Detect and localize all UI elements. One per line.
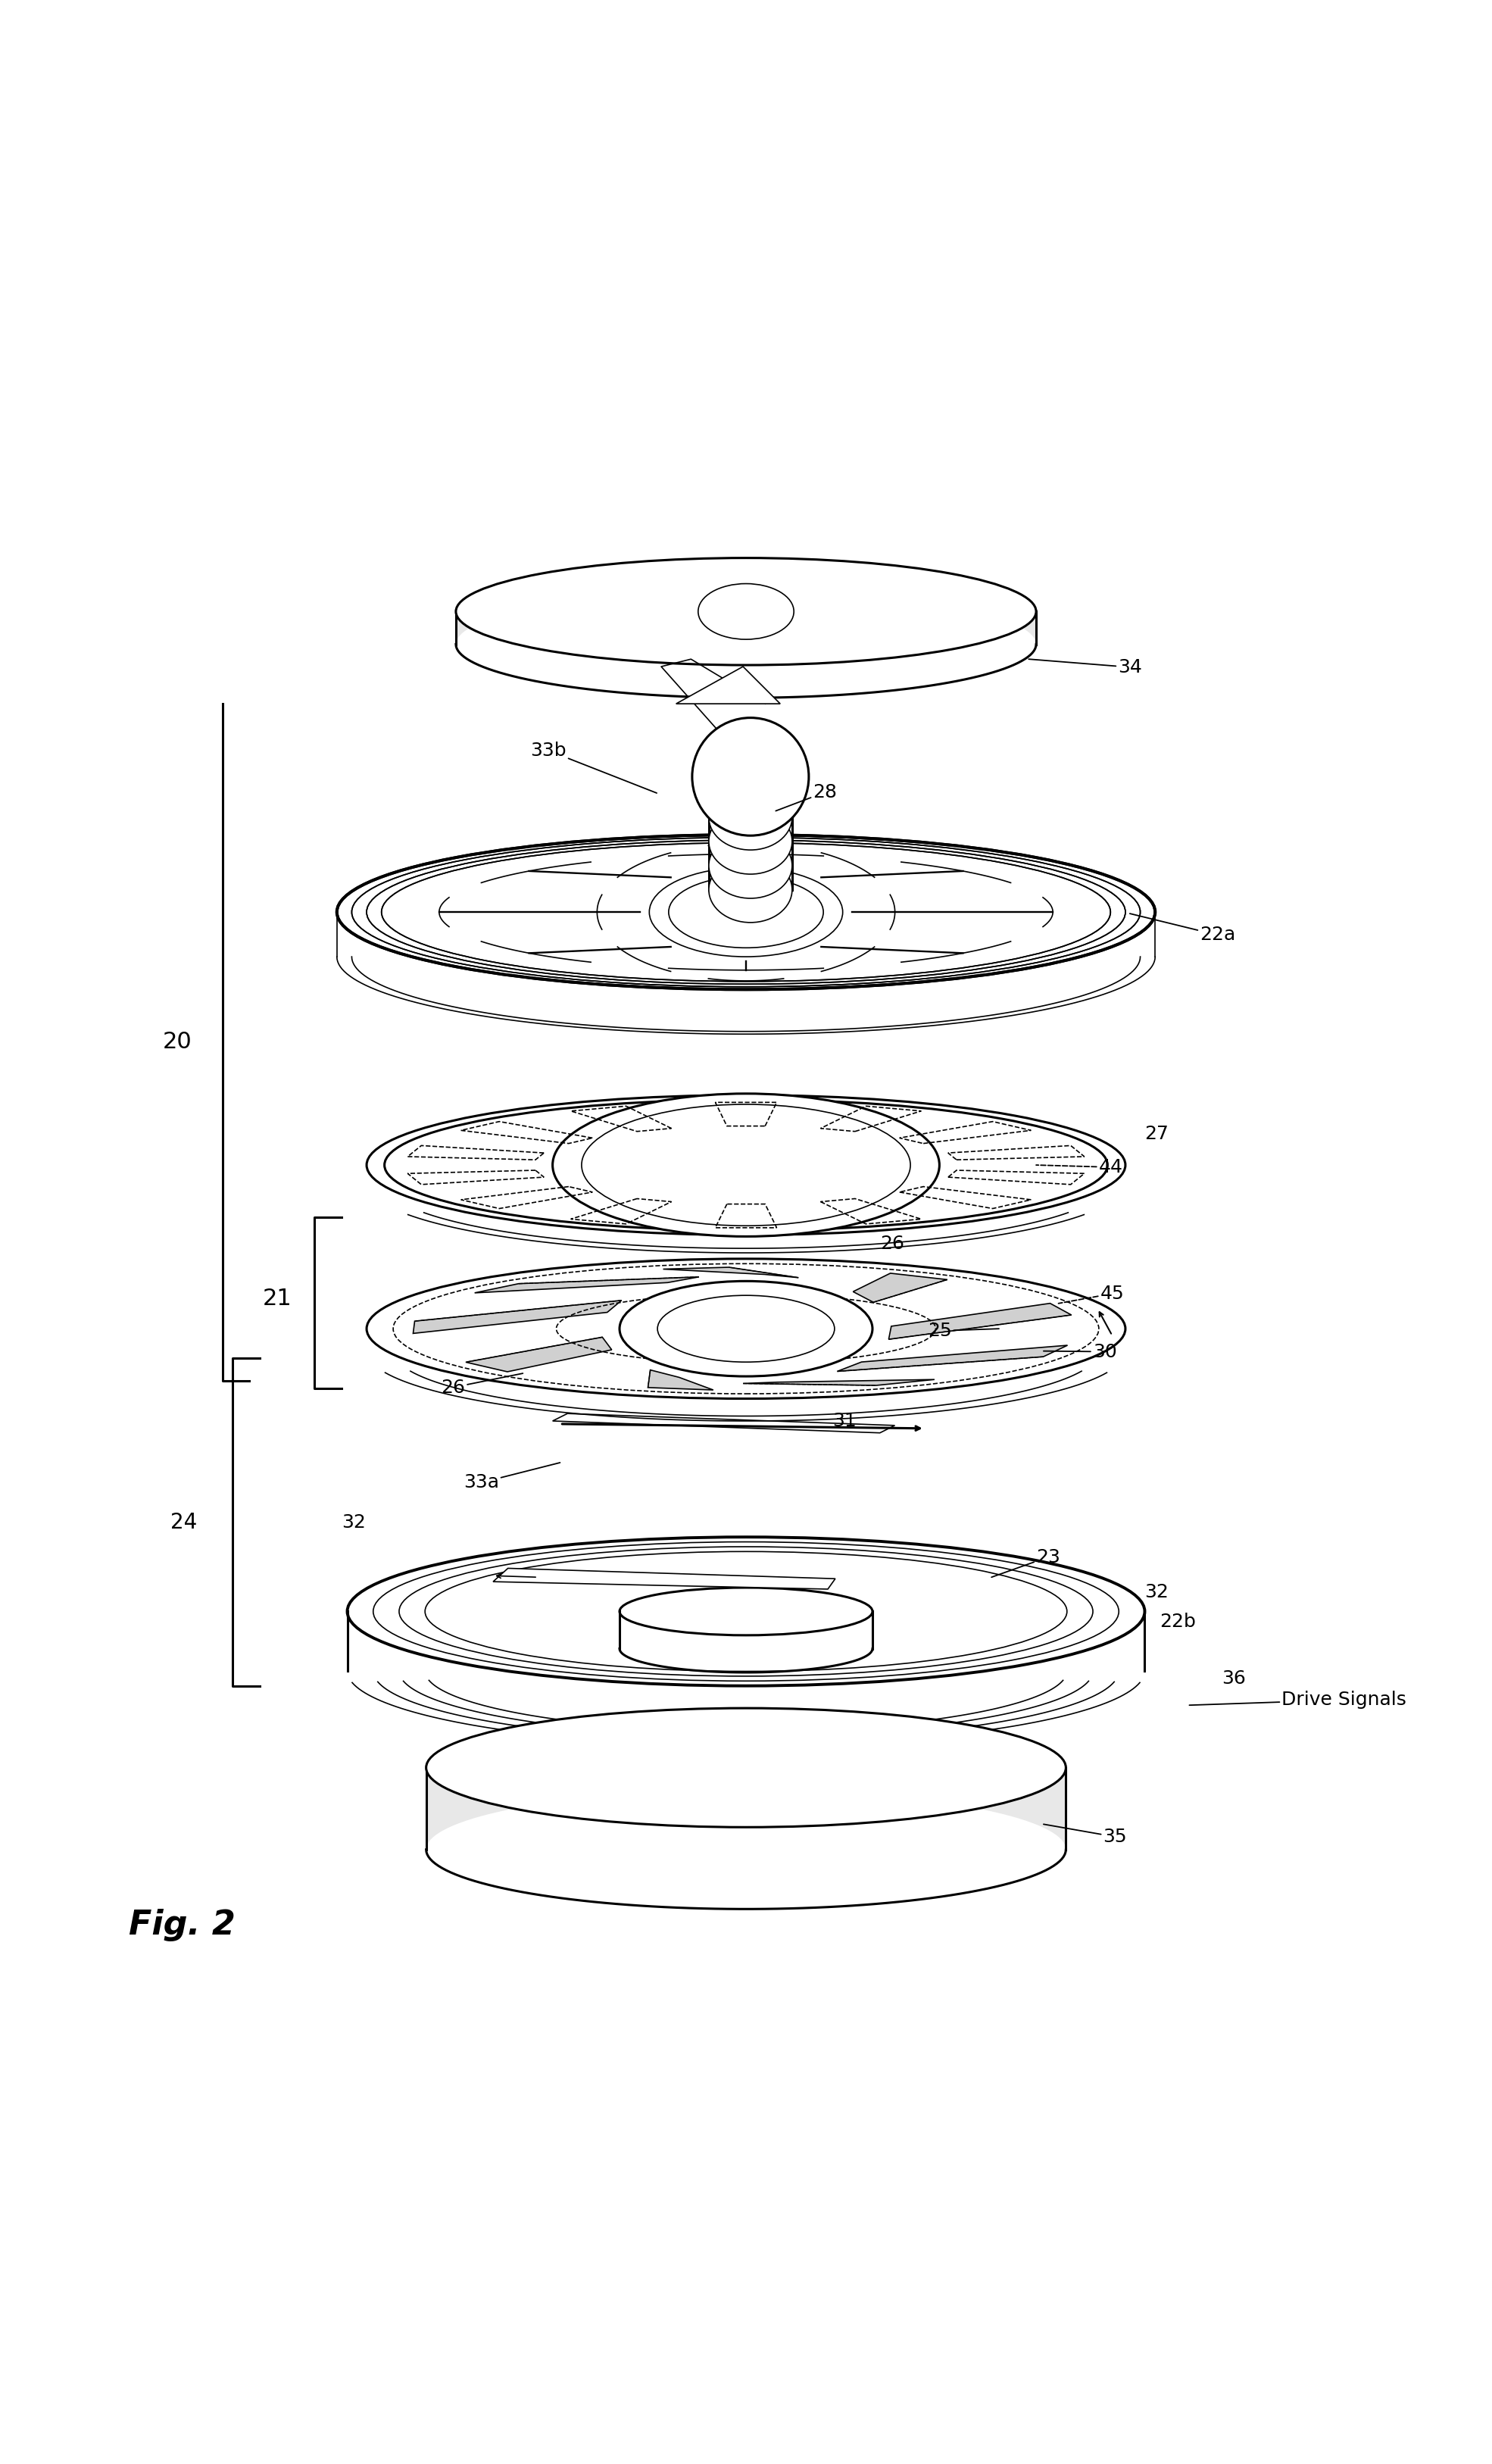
Ellipse shape bbox=[709, 857, 792, 922]
Polygon shape bbox=[853, 1274, 947, 1303]
Text: 28: 28 bbox=[776, 784, 837, 811]
Polygon shape bbox=[474, 1276, 700, 1294]
Ellipse shape bbox=[709, 808, 792, 875]
Text: 35: 35 bbox=[1043, 1823, 1126, 1846]
Text: 33a: 33a bbox=[464, 1464, 560, 1491]
Polygon shape bbox=[662, 1266, 798, 1279]
Ellipse shape bbox=[709, 761, 792, 825]
Polygon shape bbox=[552, 1414, 895, 1434]
Ellipse shape bbox=[552, 1094, 940, 1237]
Text: 22a: 22a bbox=[1129, 914, 1235, 944]
Ellipse shape bbox=[457, 557, 1035, 665]
Text: 24: 24 bbox=[170, 1510, 197, 1533]
Polygon shape bbox=[492, 1567, 836, 1589]
Text: 31: 31 bbox=[833, 1412, 856, 1429]
Text: Drive Signals: Drive Signals bbox=[1189, 1690, 1407, 1710]
Text: 34: 34 bbox=[1028, 658, 1141, 675]
Polygon shape bbox=[466, 1338, 612, 1372]
Text: 26: 26 bbox=[880, 1234, 904, 1254]
Text: 30: 30 bbox=[1043, 1343, 1116, 1360]
Ellipse shape bbox=[709, 833, 792, 899]
Text: 44: 44 bbox=[1035, 1158, 1123, 1175]
Ellipse shape bbox=[619, 1587, 873, 1636]
Polygon shape bbox=[676, 668, 780, 705]
Ellipse shape bbox=[698, 584, 794, 638]
Polygon shape bbox=[837, 1345, 1068, 1372]
Text: Fig. 2: Fig. 2 bbox=[128, 1910, 236, 1942]
Text: 45: 45 bbox=[1058, 1284, 1123, 1303]
Ellipse shape bbox=[367, 1094, 1125, 1234]
Ellipse shape bbox=[427, 1708, 1065, 1828]
Polygon shape bbox=[648, 1370, 713, 1390]
Text: 36: 36 bbox=[1222, 1668, 1246, 1688]
Ellipse shape bbox=[692, 717, 809, 835]
Text: 33b: 33b bbox=[530, 742, 656, 793]
Text: 32: 32 bbox=[1144, 1582, 1168, 1602]
Polygon shape bbox=[427, 1767, 1065, 1850]
Ellipse shape bbox=[337, 835, 1155, 991]
Ellipse shape bbox=[367, 1259, 1125, 1400]
Text: 25: 25 bbox=[928, 1321, 1000, 1340]
Ellipse shape bbox=[709, 784, 792, 850]
Polygon shape bbox=[743, 1380, 934, 1385]
Text: 27: 27 bbox=[1144, 1124, 1168, 1143]
Text: 26: 26 bbox=[442, 1372, 522, 1397]
Ellipse shape bbox=[668, 877, 824, 949]
Text: 22b: 22b bbox=[1159, 1614, 1197, 1631]
Text: 23: 23 bbox=[992, 1547, 1061, 1577]
Text: 32: 32 bbox=[342, 1513, 366, 1530]
Ellipse shape bbox=[348, 1538, 1144, 1685]
Ellipse shape bbox=[619, 1281, 873, 1377]
Polygon shape bbox=[889, 1303, 1071, 1340]
Ellipse shape bbox=[649, 867, 843, 956]
Text: 20: 20 bbox=[163, 1030, 192, 1052]
Polygon shape bbox=[457, 591, 1035, 665]
Polygon shape bbox=[413, 1301, 622, 1333]
Text: 21: 21 bbox=[263, 1289, 292, 1311]
